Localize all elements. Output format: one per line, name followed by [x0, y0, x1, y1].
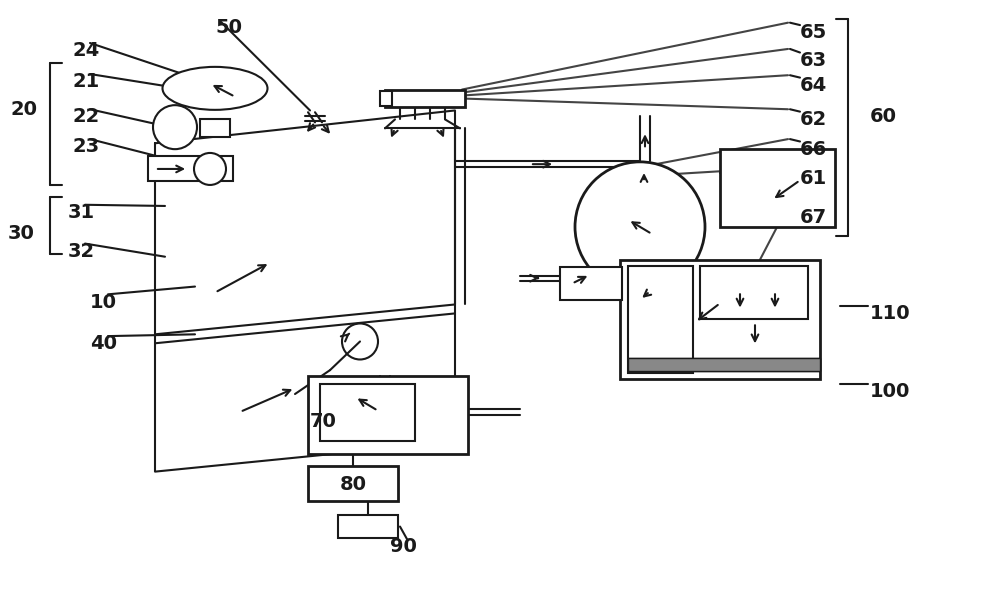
Text: 23: 23: [73, 137, 100, 156]
Bar: [320, 384, 415, 441]
Text: 61: 61: [800, 169, 827, 188]
Bar: [620, 260, 820, 379]
Text: 20: 20: [10, 100, 37, 119]
Text: 110: 110: [870, 304, 911, 324]
Text: 80: 80: [340, 475, 367, 494]
Bar: [200, 119, 230, 137]
Circle shape: [153, 105, 197, 149]
Ellipse shape: [162, 67, 268, 110]
Text: 24: 24: [73, 41, 100, 60]
Text: 90: 90: [390, 537, 417, 556]
Bar: [338, 515, 398, 538]
Text: 31: 31: [68, 203, 95, 222]
Text: 66: 66: [800, 140, 827, 159]
Text: 10: 10: [90, 293, 117, 312]
Circle shape: [575, 162, 705, 292]
Bar: [628, 358, 820, 371]
Text: 62: 62: [800, 110, 827, 130]
Text: 65: 65: [800, 23, 827, 42]
Text: 60: 60: [870, 107, 897, 127]
Text: 40: 40: [90, 334, 117, 353]
Bar: [700, 266, 808, 319]
Bar: [628, 266, 693, 373]
Text: 67: 67: [800, 208, 827, 227]
Bar: [385, 90, 465, 107]
Text: 64: 64: [800, 76, 827, 96]
Bar: [560, 267, 622, 300]
Bar: [308, 466, 398, 501]
Text: 50: 50: [215, 18, 242, 37]
Text: 100: 100: [870, 382, 910, 401]
Bar: [380, 91, 392, 106]
Circle shape: [194, 153, 226, 185]
Polygon shape: [155, 110, 455, 472]
Bar: [628, 358, 820, 371]
Text: 22: 22: [73, 107, 100, 127]
Text: 32: 32: [68, 242, 95, 261]
Bar: [720, 149, 835, 227]
Text: 63: 63: [800, 51, 827, 70]
Text: 70: 70: [310, 412, 337, 431]
Text: 30: 30: [8, 224, 35, 243]
Text: 21: 21: [73, 72, 100, 91]
Bar: [308, 376, 468, 454]
Bar: [148, 156, 233, 181]
